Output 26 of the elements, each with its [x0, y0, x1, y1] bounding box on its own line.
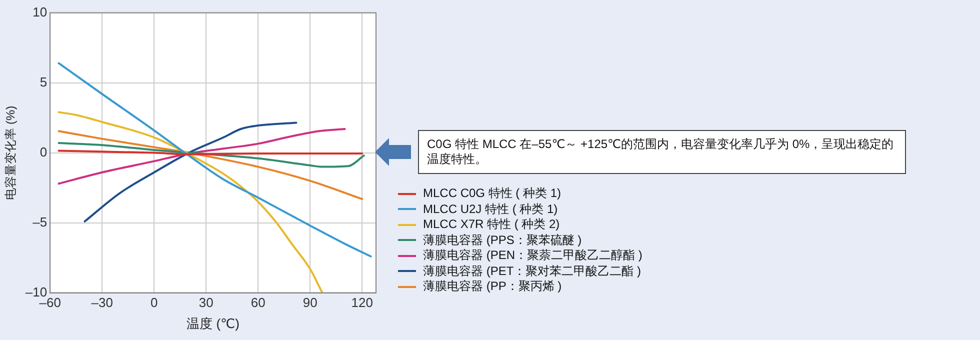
y-tick-label: 0 [40, 144, 48, 160]
legend-label: MLCC C0G 特性 ( 种类 1) [423, 185, 562, 202]
x-tick-label: 60 [250, 295, 266, 310]
x-tick-label: 120 [351, 295, 373, 310]
y-tick-label: 10 [32, 4, 48, 20]
line-series [84, 122, 298, 222]
line-series [58, 130, 364, 200]
y-tick-label: 5 [40, 74, 48, 90]
line-series [58, 142, 365, 168]
legend-label: 薄膜电容器 (PEN：聚萘二甲酸乙二醇酯 ) [423, 247, 642, 264]
line-series [58, 62, 372, 258]
x-tick-label: –30 [91, 295, 113, 310]
x-tick-label: 30 [198, 295, 214, 310]
legend-label: 薄膜电容器 (PP：聚丙烯 ) [423, 278, 562, 296]
x-tick-label: 0 [150, 295, 158, 310]
x-axis-title: 温度 (℃) [186, 316, 240, 331]
legend-label: 薄膜电容器 (PPS：聚苯硫醚 ) [423, 232, 582, 249]
y-axis-title: 电容量变化率 (%) [4, 106, 18, 200]
line-series [58, 111, 324, 293]
text: C0G 特性 MLCC 在–55℃～ +125℃的范围内，电容量变化率几乎为 0%，呈现出稳定的温度特性。 [418, 130, 906, 174]
y-tick-label: –5 [32, 214, 48, 230]
legend-label: 薄膜电容器 (PET：聚对苯二甲酸乙二酯 ) [423, 262, 641, 280]
legend-label: MLCC U2J 特性 ( 种类 1) [423, 200, 558, 218]
line-series [58, 128, 346, 185]
x-tick-label: 90 [302, 295, 318, 310]
legend-label: MLCC X7R 特性 ( 种类 2) [423, 216, 560, 234]
